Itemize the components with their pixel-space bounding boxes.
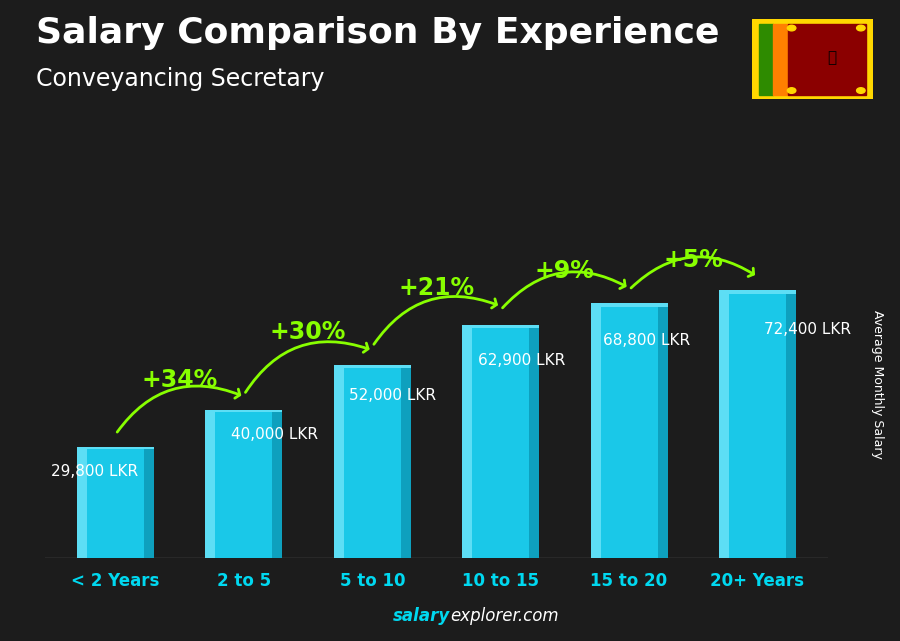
Text: +9%: +9% — [535, 260, 595, 283]
Bar — [334, 365, 344, 558]
Bar — [786, 290, 796, 558]
Bar — [590, 303, 668, 558]
Bar — [205, 410, 283, 558]
Text: 62,900 LKR: 62,900 LKR — [478, 353, 565, 368]
Bar — [463, 325, 539, 328]
Bar — [77, 447, 154, 449]
Text: +34%: +34% — [141, 368, 218, 392]
Bar — [205, 410, 215, 558]
Text: 🦁: 🦁 — [827, 50, 836, 65]
Bar — [590, 303, 668, 306]
Bar — [77, 447, 154, 558]
Text: +5%: +5% — [663, 248, 724, 272]
Bar — [144, 447, 154, 558]
Text: 52,000 LKR: 52,000 LKR — [349, 388, 436, 403]
Text: +21%: +21% — [399, 276, 474, 300]
Circle shape — [788, 25, 796, 31]
Bar — [788, 24, 866, 94]
Circle shape — [857, 88, 865, 94]
Bar — [334, 365, 410, 558]
Circle shape — [788, 88, 796, 94]
Bar — [719, 290, 729, 558]
Text: Average Monthly Salary: Average Monthly Salary — [871, 310, 884, 459]
Bar — [334, 365, 410, 368]
Bar — [529, 325, 539, 558]
Text: explorer.com: explorer.com — [450, 607, 559, 625]
Text: 72,400 LKR: 72,400 LKR — [764, 322, 850, 337]
Bar — [463, 325, 473, 558]
Bar — [658, 303, 668, 558]
Bar — [719, 290, 796, 294]
Bar — [273, 410, 283, 558]
Text: 68,800 LKR: 68,800 LKR — [603, 333, 690, 349]
Bar — [590, 303, 600, 558]
Bar — [759, 24, 773, 94]
Text: Salary Comparison By Experience: Salary Comparison By Experience — [36, 16, 719, 50]
Bar — [719, 290, 796, 558]
Bar — [77, 447, 87, 558]
Text: salary: salary — [392, 607, 450, 625]
Text: 29,800 LKR: 29,800 LKR — [51, 464, 139, 479]
Bar — [463, 325, 539, 558]
Bar — [400, 365, 410, 558]
Text: Conveyancing Secretary: Conveyancing Secretary — [36, 67, 325, 91]
Bar — [773, 24, 788, 94]
Bar — [205, 410, 283, 412]
Text: 40,000 LKR: 40,000 LKR — [231, 428, 318, 442]
Circle shape — [857, 25, 865, 31]
Text: +30%: +30% — [270, 320, 346, 344]
